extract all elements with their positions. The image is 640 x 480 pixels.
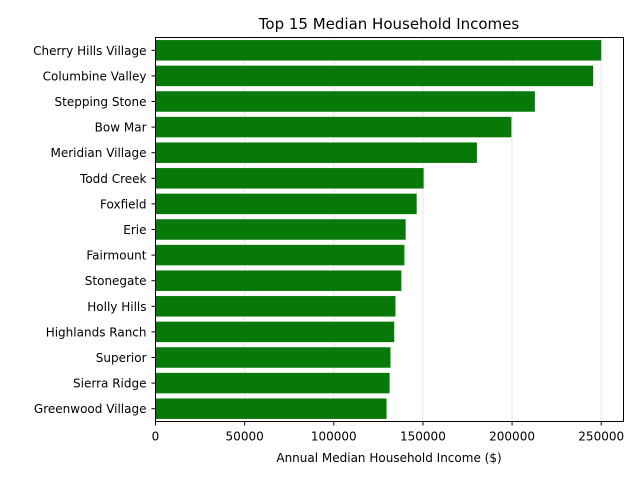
category-label: Greenwood Village xyxy=(34,402,147,416)
category-label: Meridian Village xyxy=(50,146,146,160)
bars xyxy=(155,40,602,419)
category-label: Highlands Ranch xyxy=(46,325,147,339)
bar xyxy=(155,40,602,61)
bar xyxy=(155,65,594,87)
x-axis-label: Annual Median Household Income ($) xyxy=(276,451,501,465)
x-tick-label: 150000 xyxy=(400,430,446,444)
bar xyxy=(155,193,417,215)
bar xyxy=(155,321,395,343)
x-tick-label: 0 xyxy=(152,430,160,444)
category-label: Sierra Ridge xyxy=(73,377,146,391)
x-tick-label: 50000 xyxy=(226,430,264,444)
category-label: Superior xyxy=(96,351,147,365)
bar xyxy=(155,168,424,189)
x-tick-label: 100000 xyxy=(311,430,357,444)
bar xyxy=(155,244,405,266)
bar xyxy=(155,372,390,394)
bar xyxy=(155,142,477,163)
bar xyxy=(155,219,406,240)
bar xyxy=(155,270,402,291)
category-label: Columbine Valley xyxy=(43,69,147,83)
category-label: Holly Hills xyxy=(87,300,146,314)
category-label: Stonegate xyxy=(85,274,147,288)
plot-frame xyxy=(155,37,624,422)
y-axis-labels: Cherry Hills Village Columbine Valley Step… xyxy=(33,44,156,416)
category-label: Todd Creek xyxy=(79,172,146,186)
bar xyxy=(155,296,396,317)
chart-title: Top 15 Median Household Incomes xyxy=(258,15,520,33)
bar xyxy=(155,347,391,368)
category-label: Cherry Hills Village xyxy=(33,44,146,58)
bar xyxy=(155,116,512,138)
bar xyxy=(155,91,535,112)
category-label: Erie xyxy=(123,223,146,237)
category-label: Fairmount xyxy=(86,249,146,263)
category-label: Stepping Stone xyxy=(55,95,147,109)
category-label: Foxfield xyxy=(100,197,146,211)
x-axis-ticks: 0 50000 100000 150000 200000 250000 xyxy=(152,421,624,444)
category-label: Bow Mar xyxy=(95,121,147,135)
x-tick-label: 200000 xyxy=(489,430,535,444)
x-tick-label: 250000 xyxy=(578,430,624,444)
bar xyxy=(155,398,387,419)
